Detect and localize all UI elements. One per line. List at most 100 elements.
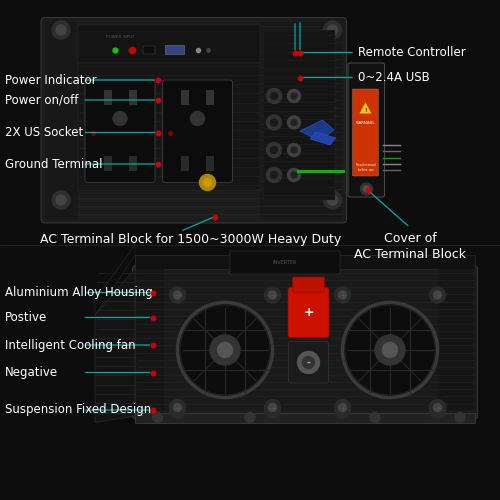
Polygon shape (135, 255, 475, 268)
Text: Power on/off: Power on/off (5, 94, 78, 106)
Circle shape (200, 174, 216, 190)
Circle shape (170, 287, 186, 303)
Circle shape (370, 412, 380, 422)
Circle shape (264, 400, 280, 415)
Circle shape (334, 402, 350, 418)
Bar (230, 251, 340, 274)
Bar (135, 412, 475, 422)
Circle shape (288, 168, 300, 181)
Circle shape (266, 168, 281, 182)
Bar (181, 156, 189, 171)
Bar (181, 90, 189, 105)
Circle shape (291, 147, 297, 153)
Text: !: ! (364, 108, 367, 113)
Circle shape (338, 291, 346, 299)
Circle shape (210, 335, 240, 365)
Circle shape (174, 291, 182, 299)
Circle shape (324, 21, 342, 39)
Circle shape (302, 356, 314, 368)
Text: Read manual
before use: Read manual before use (356, 163, 376, 172)
Text: INVERTER: INVERTER (273, 260, 297, 264)
Circle shape (174, 404, 182, 411)
Circle shape (190, 112, 204, 126)
Circle shape (52, 21, 70, 39)
Bar (438, 268, 474, 416)
Circle shape (334, 400, 350, 415)
Text: -: - (306, 358, 310, 368)
Circle shape (113, 112, 127, 126)
Circle shape (56, 195, 66, 205)
Circle shape (268, 291, 276, 299)
Circle shape (170, 400, 186, 415)
FancyBboxPatch shape (348, 63, 385, 197)
Circle shape (268, 404, 276, 411)
Bar (128, 156, 136, 171)
Circle shape (288, 90, 300, 102)
FancyBboxPatch shape (288, 288, 329, 338)
Circle shape (298, 352, 320, 374)
Circle shape (382, 342, 398, 357)
Circle shape (266, 142, 281, 158)
Circle shape (360, 183, 372, 195)
Circle shape (430, 287, 446, 303)
Circle shape (204, 178, 212, 186)
Circle shape (375, 335, 405, 365)
Bar (78, 62, 260, 190)
Circle shape (56, 25, 66, 35)
FancyBboxPatch shape (288, 342, 329, 383)
Text: POWER INPUT: POWER INPUT (106, 36, 134, 40)
Text: AC Terminal Block for 1500~3000W Heavy Duty: AC Terminal Block for 1500~3000W Heavy D… (40, 232, 341, 245)
Text: WARNING: WARNING (356, 120, 375, 124)
Circle shape (328, 25, 338, 35)
Polygon shape (310, 132, 336, 145)
Polygon shape (300, 120, 334, 141)
Circle shape (364, 186, 370, 192)
Circle shape (264, 402, 280, 418)
FancyBboxPatch shape (132, 266, 478, 418)
Bar (206, 156, 214, 171)
Circle shape (430, 402, 446, 418)
Text: Power Indicator: Power Indicator (5, 74, 96, 86)
Circle shape (52, 191, 70, 209)
Polygon shape (360, 102, 372, 114)
Text: +: + (303, 306, 314, 319)
Circle shape (266, 88, 281, 104)
Text: 0~2.4A USB: 0~2.4A USB (358, 71, 429, 84)
Bar (128, 90, 136, 105)
Circle shape (288, 144, 300, 156)
Circle shape (434, 291, 442, 299)
FancyBboxPatch shape (352, 89, 378, 176)
Text: Ground Terminal: Ground Terminal (5, 158, 102, 170)
Circle shape (291, 172, 297, 178)
Circle shape (342, 302, 438, 398)
Circle shape (245, 412, 255, 422)
Circle shape (434, 404, 442, 411)
Bar (45, 22, 78, 219)
Text: Suspension Fixed Design: Suspension Fixed Design (5, 404, 151, 416)
Bar (78, 25, 260, 62)
FancyBboxPatch shape (85, 80, 155, 182)
Circle shape (334, 287, 350, 303)
Text: 2X US Socket: 2X US Socket (5, 126, 83, 139)
Polygon shape (95, 245, 135, 315)
FancyBboxPatch shape (162, 80, 232, 182)
Circle shape (430, 400, 446, 415)
Circle shape (324, 191, 342, 209)
Circle shape (178, 302, 272, 398)
Circle shape (218, 342, 232, 357)
FancyBboxPatch shape (292, 277, 324, 292)
Bar (104, 90, 112, 105)
Text: Aluminium Alloy Housing: Aluminium Alloy Housing (5, 286, 153, 299)
Circle shape (328, 195, 338, 205)
Bar (260, 22, 342, 219)
Text: Intelligent Cooling fan: Intelligent Cooling fan (5, 338, 136, 351)
Text: Cover of
AC Terminal Block: Cover of AC Terminal Block (354, 232, 466, 260)
Circle shape (455, 412, 465, 422)
Circle shape (270, 92, 278, 100)
Bar (136, 268, 164, 416)
FancyBboxPatch shape (41, 18, 346, 223)
Circle shape (291, 120, 297, 126)
Text: Postive: Postive (5, 311, 47, 324)
Circle shape (288, 116, 300, 129)
Bar (262, 30, 335, 200)
